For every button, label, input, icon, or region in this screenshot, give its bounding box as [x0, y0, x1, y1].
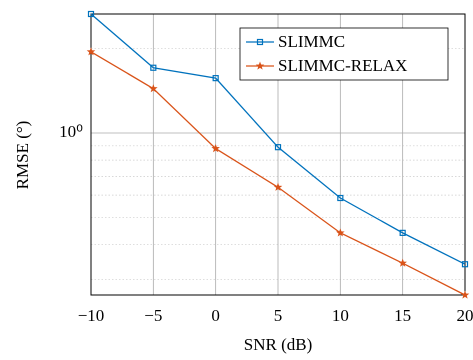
legend-box — [239, 27, 449, 81]
data-point — [211, 144, 220, 153]
y-axis-label: RMSE (°) — [13, 121, 32, 190]
data-point — [86, 47, 96, 56]
legend-marker — [255, 61, 265, 70]
plot-frame — [90, 13, 466, 296]
data-point — [336, 228, 345, 237]
x-tick-label: 15 — [394, 306, 411, 325]
x-tick-label: 10 — [332, 306, 349, 325]
x-tick-label: 5 — [274, 306, 283, 325]
data-point — [398, 258, 407, 267]
x-tick-label: 20 — [457, 306, 473, 325]
data-point — [87, 10, 95, 18]
data-point — [460, 290, 470, 299]
data-point — [149, 84, 158, 93]
x-axis-label: SNR (dB) — [244, 335, 312, 354]
series-line — [90, 13, 466, 265]
x-tick-label: −5 — [144, 306, 162, 325]
data-point — [273, 182, 283, 191]
x-tick-label: 0 — [211, 306, 220, 325]
data-point — [337, 194, 344, 202]
data-point — [274, 144, 282, 151]
data-point — [461, 261, 469, 268]
legend-marker — [256, 38, 264, 46]
data-point — [399, 229, 406, 236]
y-tick-label: 10⁰ — [59, 122, 83, 141]
legend-label: SLIMMC — [278, 32, 345, 51]
legend-label: SLIMMC-RELAX — [278, 56, 407, 75]
x-tick-label: −10 — [78, 306, 105, 325]
data-point — [150, 64, 157, 71]
data-point — [212, 75, 219, 82]
